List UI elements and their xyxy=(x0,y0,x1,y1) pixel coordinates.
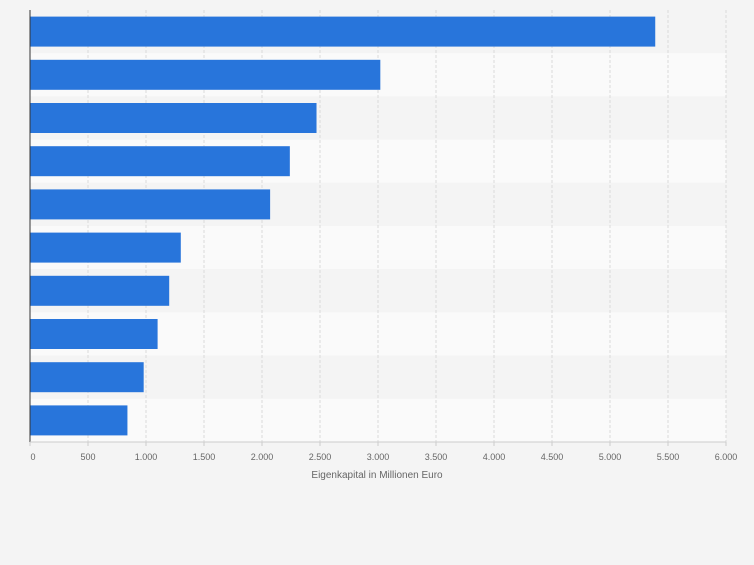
axes xyxy=(29,10,727,446)
x-tick-label: 4.500 xyxy=(541,452,564,462)
bar xyxy=(30,16,656,47)
bar xyxy=(30,189,271,220)
x-tick-label: 0 xyxy=(30,452,35,462)
x-tick-label: 5.500 xyxy=(657,452,680,462)
x-tick-label: 2.000 xyxy=(251,452,274,462)
x-tick-label: 3.500 xyxy=(425,452,448,462)
x-tick-labels: 0 500 1.000 1.500 2.000 2.500 3.000 3.500 4.000 4… xyxy=(30,452,737,462)
bar xyxy=(30,362,144,393)
x-tick-label: 1.000 xyxy=(135,452,158,462)
x-tick-label: 5.000 xyxy=(599,452,622,462)
bar xyxy=(30,405,128,436)
bar xyxy=(30,103,317,133)
x-tick-label: 4.000 xyxy=(483,452,506,462)
x-tick-label: 2.500 xyxy=(309,452,332,462)
x-tick-label: 1.500 xyxy=(193,452,216,462)
bar xyxy=(30,275,170,306)
bar xyxy=(30,59,381,90)
x-tick-label: 3.000 xyxy=(367,452,390,462)
bars xyxy=(30,16,656,436)
x-tick-label: 6.000 xyxy=(715,452,738,462)
x-axis-title: Eigenkapital in Millionen Euro xyxy=(311,470,443,481)
bar xyxy=(30,319,158,349)
bar xyxy=(30,146,290,177)
bar xyxy=(30,232,181,263)
x-tick-label: 500 xyxy=(80,452,95,462)
